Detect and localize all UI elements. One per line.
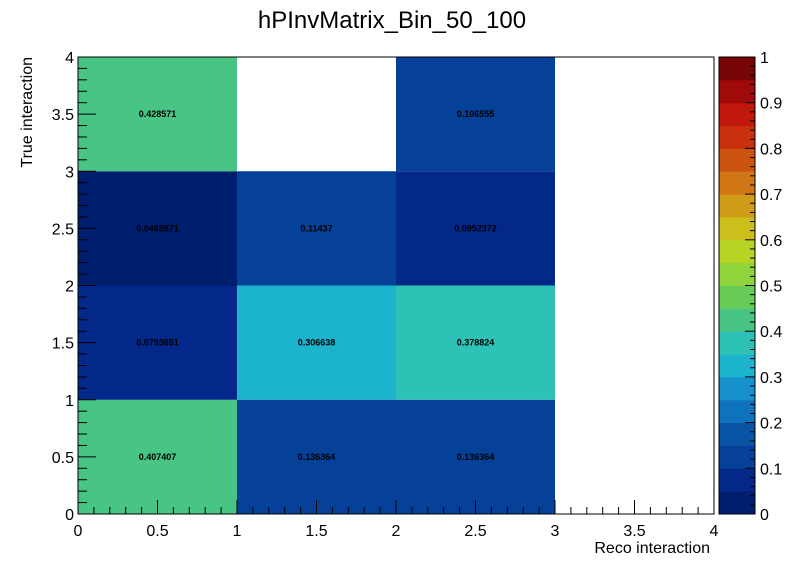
cell-value-label: 0.428571 [139,109,177,119]
heatmap-cell [396,57,555,172]
y-tick-label: 1 [65,393,74,410]
x-tick-label: 2.5 [464,523,486,540]
color-scale-segment [719,262,755,286]
y-tick-label: 3.5 [52,107,74,124]
z-tick-label: 0.7 [760,187,782,204]
heatmap-cell [237,399,396,514]
x-tick-label: 0.5 [146,523,168,540]
heatmap-cell [237,285,396,400]
z-tick-label: 0.4 [760,324,782,341]
color-scale-segment [719,468,755,492]
cell-value-label: 0.407407 [139,452,177,462]
x-tick-label: 0 [74,523,83,540]
y-tick-label: 3 [65,164,74,181]
z-tick-label: 0.5 [760,279,782,296]
y-tick-label: 2.5 [52,221,74,238]
cell-value-label: 0.136364 [457,452,495,462]
cell-value-label: 0.0952372 [454,223,497,233]
z-tick-label: 0.6 [760,233,782,250]
x-axis-title: Reco interaction [594,540,710,557]
color-scale-segment [719,354,755,378]
cell-value-label: 0.106555 [457,109,495,119]
color-scale-segment [719,79,755,104]
color-scale: 0 0.1 0.2 0.3 0.4 0.5 0.6 0.7 0.8 0.9 1 [718,50,782,524]
z-tick-label: 0.9 [760,96,782,113]
color-scale-segment [719,285,755,309]
heatmap-cell [78,171,237,286]
color-scale-segment [719,171,755,195]
cell-value-label: 0.136364 [298,452,336,462]
x-tick-label: 2 [392,523,401,540]
cell-value-label: 0.306638 [298,338,336,348]
y-tick-label: 4 [65,50,74,67]
heatmap-cell [78,399,237,514]
x-tick-label: 4 [710,523,719,540]
heatmap-cell [78,285,237,400]
x-tick-label: 3.5 [623,523,645,540]
z-tick-label: 0.8 [760,141,782,158]
color-scale-segment [719,491,755,515]
chart-title: hPInvMatrix_Bin_50_100 [258,7,526,34]
color-scale-segment [719,57,755,81]
heatmap-cell [396,399,555,514]
z-tick-label: 0.1 [760,461,782,478]
color-scale-segment [719,194,755,218]
z-tick-label: 0.2 [760,416,782,433]
cell-value-label: 0.0483871 [136,223,179,233]
y-tick-label: 2 [65,279,74,296]
y-tick-label: 1.5 [52,336,74,353]
x-tick-label: 3 [551,523,560,540]
color-scale-segment [719,239,755,264]
color-scale-segment [719,399,755,424]
color-scale-segment [719,125,755,149]
color-scale-segment [719,422,755,446]
z-tick-label: 0 [760,507,769,524]
heatmap-cells [78,57,555,514]
z-tick-label: 1 [760,50,769,67]
heatmap-cell [78,57,237,172]
cell-value-label: 0.378824 [457,338,495,348]
color-scale-segment [719,102,755,127]
heatmap-cell-labels: 0.407407 0.136364 0.136364 0.0793651 0.30663… [136,109,497,462]
y-axis-title: True interaction [19,57,36,168]
heatmap-cell [396,171,555,286]
cell-value-label: 0.11437 [300,223,332,233]
color-scale-segment [719,376,755,401]
x-tick-label: 1.5 [305,523,327,540]
y-tick-label: 0.5 [52,450,74,467]
color-scale-segment [719,308,755,332]
color-scale-segment [719,445,755,469]
x-tick-label: 1 [233,523,242,540]
heatmap-cell [396,285,555,400]
z-tick-label: 0.3 [760,370,782,387]
color-scale-segment [719,216,755,241]
y-tick-label: 0 [65,507,74,524]
color-scale-segment [719,148,755,172]
cell-value-label: 0.0793651 [136,338,179,348]
color-scale-segment [719,331,755,355]
y-axis: 0 0.5 1 1.5 2 2.5 3 3.5 4 [52,50,96,524]
heatmap-cell [237,171,396,286]
